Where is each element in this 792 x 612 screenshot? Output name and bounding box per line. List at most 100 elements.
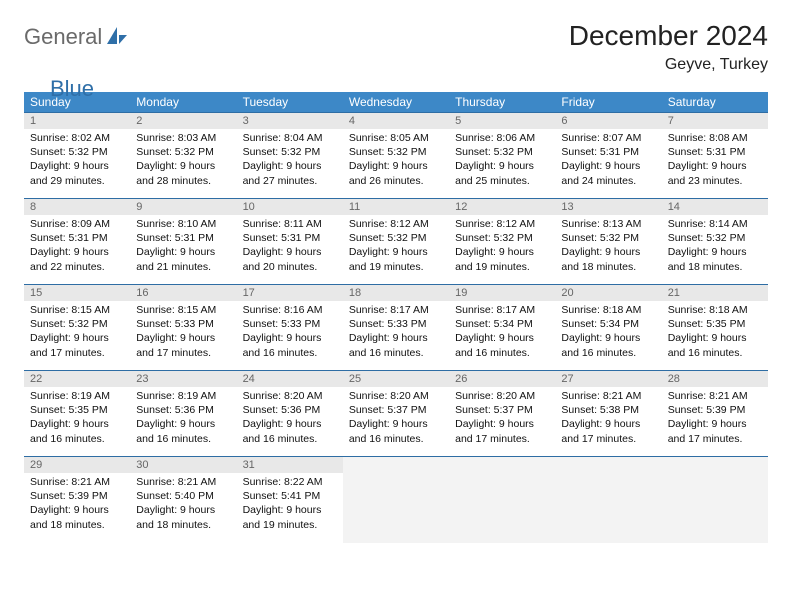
weekday-header: Tuesday <box>237 92 343 113</box>
day-details: Sunrise: 8:04 AMSunset: 5:32 PMDaylight:… <box>237 129 343 192</box>
weekday-header: Monday <box>130 92 236 113</box>
calendar-day-cell: 14Sunrise: 8:14 AMSunset: 5:32 PMDayligh… <box>662 199 768 285</box>
calendar-empty-cell <box>343 457 449 543</box>
calendar-day-cell: 25Sunrise: 8:20 AMSunset: 5:37 PMDayligh… <box>343 371 449 457</box>
calendar-day-cell: 3Sunrise: 8:04 AMSunset: 5:32 PMDaylight… <box>237 113 343 199</box>
day-details: Sunrise: 8:20 AMSunset: 5:36 PMDaylight:… <box>237 387 343 450</box>
day-number: 8 <box>24 199 130 215</box>
day-details: Sunrise: 8:15 AMSunset: 5:33 PMDaylight:… <box>130 301 236 364</box>
day-details: Sunrise: 8:06 AMSunset: 5:32 PMDaylight:… <box>449 129 555 192</box>
calendar-day-cell: 17Sunrise: 8:16 AMSunset: 5:33 PMDayligh… <box>237 285 343 371</box>
title-block: December 2024 Geyve, Turkey <box>569 20 768 74</box>
calendar-day-cell: 20Sunrise: 8:18 AMSunset: 5:34 PMDayligh… <box>555 285 661 371</box>
day-number: 14 <box>662 199 768 215</box>
day-details: Sunrise: 8:15 AMSunset: 5:32 PMDaylight:… <box>24 301 130 364</box>
day-details: Sunrise: 8:18 AMSunset: 5:34 PMDaylight:… <box>555 301 661 364</box>
weekday-header: Friday <box>555 92 661 113</box>
logo-text-general: General <box>24 24 102 50</box>
calendar-day-cell: 1Sunrise: 8:02 AMSunset: 5:32 PMDaylight… <box>24 113 130 199</box>
calendar-day-cell: 4Sunrise: 8:05 AMSunset: 5:32 PMDaylight… <box>343 113 449 199</box>
calendar-day-cell: 10Sunrise: 8:11 AMSunset: 5:31 PMDayligh… <box>237 199 343 285</box>
day-details: Sunrise: 8:22 AMSunset: 5:41 PMDaylight:… <box>237 473 343 536</box>
day-details: Sunrise: 8:10 AMSunset: 5:31 PMDaylight:… <box>130 215 236 278</box>
weekday-header: Saturday <box>662 92 768 113</box>
day-details: Sunrise: 8:21 AMSunset: 5:38 PMDaylight:… <box>555 387 661 450</box>
calendar-day-cell: 9Sunrise: 8:10 AMSunset: 5:31 PMDaylight… <box>130 199 236 285</box>
day-details: Sunrise: 8:21 AMSunset: 5:40 PMDaylight:… <box>130 473 236 536</box>
day-details: Sunrise: 8:03 AMSunset: 5:32 PMDaylight:… <box>130 129 236 192</box>
calendar-week-row: 29Sunrise: 8:21 AMSunset: 5:39 PMDayligh… <box>24 457 768 543</box>
day-number: 29 <box>24 457 130 473</box>
day-number: 2 <box>130 113 236 129</box>
day-number: 17 <box>237 285 343 301</box>
day-details: Sunrise: 8:17 AMSunset: 5:33 PMDaylight:… <box>343 301 449 364</box>
day-details: Sunrise: 8:17 AMSunset: 5:34 PMDaylight:… <box>449 301 555 364</box>
day-number: 24 <box>237 371 343 387</box>
calendar-day-cell: 16Sunrise: 8:15 AMSunset: 5:33 PMDayligh… <box>130 285 236 371</box>
day-details: Sunrise: 8:12 AMSunset: 5:32 PMDaylight:… <box>449 215 555 278</box>
day-number: 26 <box>449 371 555 387</box>
day-number: 6 <box>555 113 661 129</box>
location: Geyve, Turkey <box>569 56 768 74</box>
calendar-day-cell: 12Sunrise: 8:12 AMSunset: 5:32 PMDayligh… <box>449 199 555 285</box>
day-details: Sunrise: 8:02 AMSunset: 5:32 PMDaylight:… <box>24 129 130 192</box>
day-number: 27 <box>555 371 661 387</box>
calendar-empty-cell <box>449 457 555 543</box>
calendar-day-cell: 21Sunrise: 8:18 AMSunset: 5:35 PMDayligh… <box>662 285 768 371</box>
weekday-header: Thursday <box>449 92 555 113</box>
day-number: 3 <box>237 113 343 129</box>
calendar-day-cell: 7Sunrise: 8:08 AMSunset: 5:31 PMDaylight… <box>662 113 768 199</box>
calendar-day-cell: 11Sunrise: 8:12 AMSunset: 5:32 PMDayligh… <box>343 199 449 285</box>
day-details: Sunrise: 8:13 AMSunset: 5:32 PMDaylight:… <box>555 215 661 278</box>
calendar-empty-cell <box>662 457 768 543</box>
day-details: Sunrise: 8:07 AMSunset: 5:31 PMDaylight:… <box>555 129 661 192</box>
calendar-day-cell: 19Sunrise: 8:17 AMSunset: 5:34 PMDayligh… <box>449 285 555 371</box>
day-details: Sunrise: 8:21 AMSunset: 5:39 PMDaylight:… <box>24 473 130 536</box>
day-details: Sunrise: 8:08 AMSunset: 5:31 PMDaylight:… <box>662 129 768 192</box>
day-number: 30 <box>130 457 236 473</box>
calendar-day-cell: 26Sunrise: 8:20 AMSunset: 5:37 PMDayligh… <box>449 371 555 457</box>
day-number: 10 <box>237 199 343 215</box>
day-number: 9 <box>130 199 236 215</box>
day-number: 13 <box>555 199 661 215</box>
calendar-week-row: 22Sunrise: 8:19 AMSunset: 5:35 PMDayligh… <box>24 371 768 457</box>
calendar-empty-cell <box>555 457 661 543</box>
calendar-day-cell: 5Sunrise: 8:06 AMSunset: 5:32 PMDaylight… <box>449 113 555 199</box>
day-number: 19 <box>449 285 555 301</box>
day-number: 12 <box>449 199 555 215</box>
day-details: Sunrise: 8:09 AMSunset: 5:31 PMDaylight:… <box>24 215 130 278</box>
day-number: 18 <box>343 285 449 301</box>
day-details: Sunrise: 8:14 AMSunset: 5:32 PMDaylight:… <box>662 215 768 278</box>
day-number: 20 <box>555 285 661 301</box>
calendar-day-cell: 30Sunrise: 8:21 AMSunset: 5:40 PMDayligh… <box>130 457 236 543</box>
day-number: 21 <box>662 285 768 301</box>
day-details: Sunrise: 8:11 AMSunset: 5:31 PMDaylight:… <box>237 215 343 278</box>
calendar-day-cell: 15Sunrise: 8:15 AMSunset: 5:32 PMDayligh… <box>24 285 130 371</box>
day-details: Sunrise: 8:20 AMSunset: 5:37 PMDaylight:… <box>449 387 555 450</box>
day-number: 4 <box>343 113 449 129</box>
day-details: Sunrise: 8:19 AMSunset: 5:36 PMDaylight:… <box>130 387 236 450</box>
day-number: 15 <box>24 285 130 301</box>
day-number: 28 <box>662 371 768 387</box>
calendar-week-row: 8Sunrise: 8:09 AMSunset: 5:31 PMDaylight… <box>24 199 768 285</box>
logo: General <box>24 24 130 50</box>
day-details: Sunrise: 8:20 AMSunset: 5:37 PMDaylight:… <box>343 387 449 450</box>
day-number: 31 <box>237 457 343 473</box>
day-details: Sunrise: 8:18 AMSunset: 5:35 PMDaylight:… <box>662 301 768 364</box>
weekday-header-row: SundayMondayTuesdayWednesdayThursdayFrid… <box>24 92 768 113</box>
day-number: 16 <box>130 285 236 301</box>
calendar-day-cell: 2Sunrise: 8:03 AMSunset: 5:32 PMDaylight… <box>130 113 236 199</box>
calendar-week-row: 1Sunrise: 8:02 AMSunset: 5:32 PMDaylight… <box>24 113 768 199</box>
calendar-table: SundayMondayTuesdayWednesdayThursdayFrid… <box>24 92 768 543</box>
calendar-day-cell: 22Sunrise: 8:19 AMSunset: 5:35 PMDayligh… <box>24 371 130 457</box>
day-number: 23 <box>130 371 236 387</box>
page-title: December 2024 <box>569 20 768 52</box>
logo-text-blue: Blue <box>50 76 94 102</box>
day-number: 1 <box>24 113 130 129</box>
calendar-day-cell: 27Sunrise: 8:21 AMSunset: 5:38 PMDayligh… <box>555 371 661 457</box>
calendar-week-row: 15Sunrise: 8:15 AMSunset: 5:32 PMDayligh… <box>24 285 768 371</box>
day-details: Sunrise: 8:12 AMSunset: 5:32 PMDaylight:… <box>343 215 449 278</box>
calendar-day-cell: 18Sunrise: 8:17 AMSunset: 5:33 PMDayligh… <box>343 285 449 371</box>
calendar-day-cell: 29Sunrise: 8:21 AMSunset: 5:39 PMDayligh… <box>24 457 130 543</box>
calendar-body: 1Sunrise: 8:02 AMSunset: 5:32 PMDaylight… <box>24 113 768 543</box>
